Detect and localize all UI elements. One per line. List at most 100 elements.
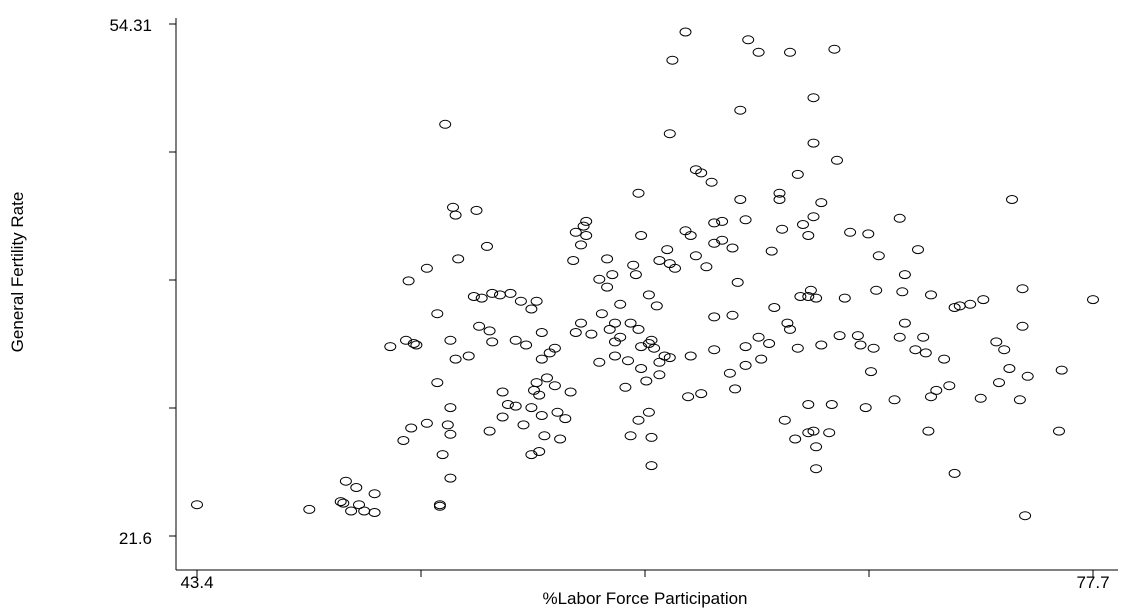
- data-point: [752, 332, 765, 342]
- data-point: [663, 129, 676, 139]
- data-point: [444, 335, 457, 345]
- data-point: [397, 436, 410, 445]
- data-point: [781, 318, 794, 328]
- data-point: [384, 342, 397, 352]
- data-point: [778, 415, 791, 425]
- data-point: [577, 221, 590, 231]
- data-point: [337, 498, 350, 508]
- data-point: [496, 387, 509, 397]
- data-point: [635, 231, 648, 240]
- data-point: [919, 348, 932, 358]
- data-point: [441, 420, 454, 430]
- data-point: [815, 198, 828, 208]
- data-point: [925, 290, 937, 300]
- data-point: [682, 392, 695, 402]
- data-point: [773, 188, 786, 198]
- data-point: [794, 292, 807, 301]
- data-point: [436, 450, 449, 460]
- data-point: [1006, 195, 1018, 204]
- data-point: [810, 442, 823, 452]
- data-point: [533, 447, 546, 456]
- data-point: [912, 245, 924, 255]
- data-point: [541, 373, 553, 383]
- data-point: [661, 245, 674, 255]
- data-point: [632, 324, 645, 334]
- data-point: [784, 47, 796, 57]
- data-point: [609, 351, 621, 361]
- data-point: [734, 105, 747, 115]
- data-point: [486, 337, 499, 347]
- data-point: [467, 292, 480, 301]
- data-point: [530, 296, 543, 306]
- data-point: [993, 378, 1005, 388]
- data-point: [303, 504, 316, 514]
- data-point: [1003, 364, 1016, 373]
- data-point: [559, 414, 572, 424]
- data-point: [525, 304, 538, 314]
- data-point: [695, 389, 708, 399]
- data-point: [528, 385, 540, 395]
- data-point: [791, 169, 804, 179]
- data-point: [723, 368, 736, 378]
- data-point: [191, 500, 203, 510]
- data-point: [538, 431, 551, 441]
- data-point: [810, 293, 823, 303]
- data-point: [663, 353, 676, 363]
- data-point: [784, 324, 796, 334]
- data-point: [998, 345, 1011, 355]
- data-point: [530, 378, 543, 388]
- data-point: [802, 400, 815, 409]
- data-point: [802, 428, 815, 438]
- data-point: [739, 215, 752, 225]
- data-point: [619, 382, 632, 392]
- data-point: [862, 229, 875, 239]
- data-point: [601, 282, 614, 292]
- data-point: [739, 360, 752, 370]
- data-point: [580, 231, 593, 240]
- x-tick-label-max: 77.7: [1076, 573, 1109, 592]
- data-point: [739, 342, 752, 352]
- data-point: [632, 415, 645, 425]
- data-point: [431, 309, 444, 319]
- data-point: [410, 340, 423, 350]
- data-point: [609, 318, 621, 328]
- data-point: [1016, 284, 1029, 294]
- data-point: [898, 318, 911, 328]
- data-point: [684, 351, 697, 361]
- data-point: [716, 216, 729, 226]
- data-point: [350, 483, 363, 492]
- data-point: [496, 412, 509, 422]
- data-point: [708, 218, 721, 228]
- data-point: [486, 288, 499, 298]
- data-point: [635, 364, 648, 373]
- data-point: [653, 357, 666, 367]
- data-point: [731, 277, 744, 287]
- data-point: [1053, 426, 1065, 436]
- data-point: [420, 263, 433, 273]
- data-point: [481, 241, 493, 251]
- data-point: [462, 351, 475, 361]
- data-point: [483, 326, 496, 336]
- data-point: [606, 270, 619, 280]
- data-point: [708, 312, 721, 322]
- data-point: [548, 381, 561, 391]
- data-point: [339, 476, 352, 486]
- data-point: [922, 426, 935, 436]
- data-point: [870, 285, 883, 295]
- data-point: [575, 318, 587, 328]
- data-point: [726, 243, 739, 253]
- data-point: [548, 343, 561, 353]
- data-point: [452, 254, 465, 264]
- data-point: [700, 262, 713, 272]
- data-point: [629, 270, 642, 280]
- data-point: [653, 370, 666, 380]
- data-point: [444, 473, 457, 483]
- data-point: [595, 309, 608, 319]
- data-point: [823, 428, 836, 438]
- data-point: [734, 195, 747, 204]
- data-point: [828, 44, 841, 54]
- data-point: [925, 392, 937, 402]
- data-point: [501, 400, 514, 409]
- data-point: [551, 407, 564, 417]
- data-point: [669, 263, 681, 273]
